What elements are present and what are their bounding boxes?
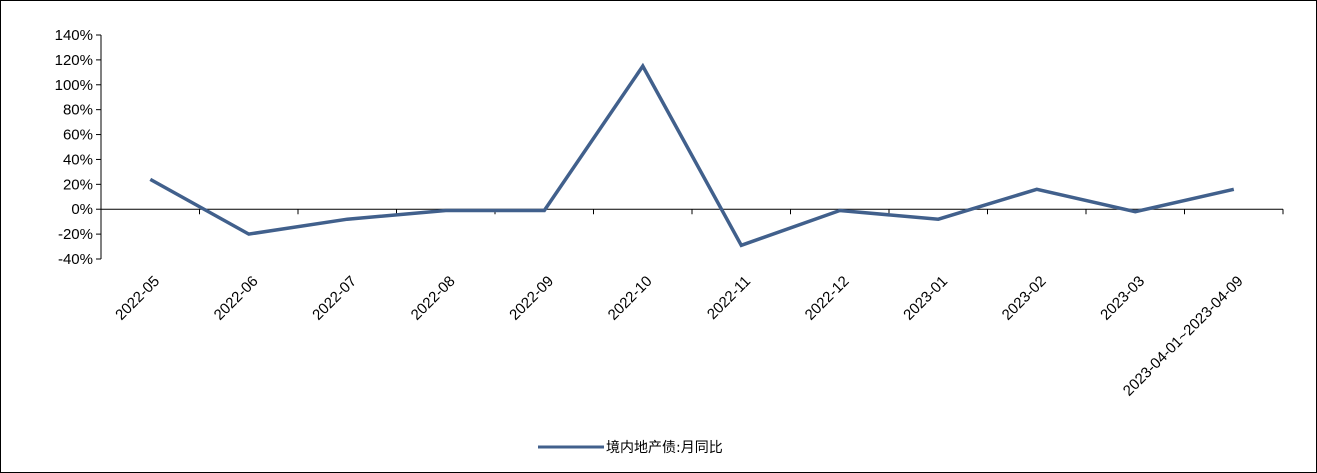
y-tick-label: 100%	[55, 77, 93, 94]
series-point	[1135, 211, 1136, 212]
x-tick-label: 2022-05	[112, 273, 163, 324]
series-point	[938, 219, 939, 220]
y-tick-label: 140%	[55, 27, 93, 44]
x-tick-label: 2023-01	[900, 273, 951, 324]
x-tick-label: 2022-09	[506, 273, 557, 324]
y-tick-label: -20%	[58, 226, 93, 243]
series-line	[149, 62, 1235, 248]
y-tick-label: 40%	[63, 151, 93, 168]
x-tick-label: 2022-11	[704, 273, 754, 323]
series-point	[1233, 189, 1234, 190]
series-point	[347, 219, 348, 220]
series-point	[150, 179, 151, 180]
series-point	[741, 245, 742, 246]
series-point	[544, 210, 545, 211]
x-tick-label: 2023-02	[999, 273, 1050, 324]
legend-label: 境内地产债:月同比	[606, 440, 723, 456]
y-tick-label: 20%	[63, 176, 93, 193]
series-layer	[149, 62, 1235, 248]
x-axis: 2022-05 2022-06 2022-07 2022-08 2022-09 2022-…	[100, 208, 1284, 400]
y-tick-label: -40%	[58, 251, 93, 268]
x-tick-label: 2022-08	[408, 273, 459, 324]
x-tick-label: 2022-10	[605, 273, 656, 324]
series-point	[248, 234, 249, 235]
y-tick-label: 120%	[55, 52, 93, 69]
y-axis: -40% -20% 0% 20% 40% 60% 80% 100% 120% 140%	[55, 27, 102, 268]
y-tick-label: 80%	[63, 102, 93, 119]
legend: 境内地产债:月同比	[538, 440, 723, 456]
x-tick-label: 2023-03	[1097, 273, 1148, 324]
series-point	[839, 210, 840, 211]
series-point	[642, 66, 643, 67]
x-tick-label: 2022-12	[802, 273, 853, 324]
series-point	[1036, 189, 1037, 190]
x-tick-label: 2022-06	[211, 273, 262, 324]
x-tick-label: 2022-07	[309, 273, 360, 324]
y-tick-label: 0%	[71, 201, 93, 218]
series-point	[445, 210, 446, 211]
y-tick-label: 60%	[63, 127, 93, 144]
